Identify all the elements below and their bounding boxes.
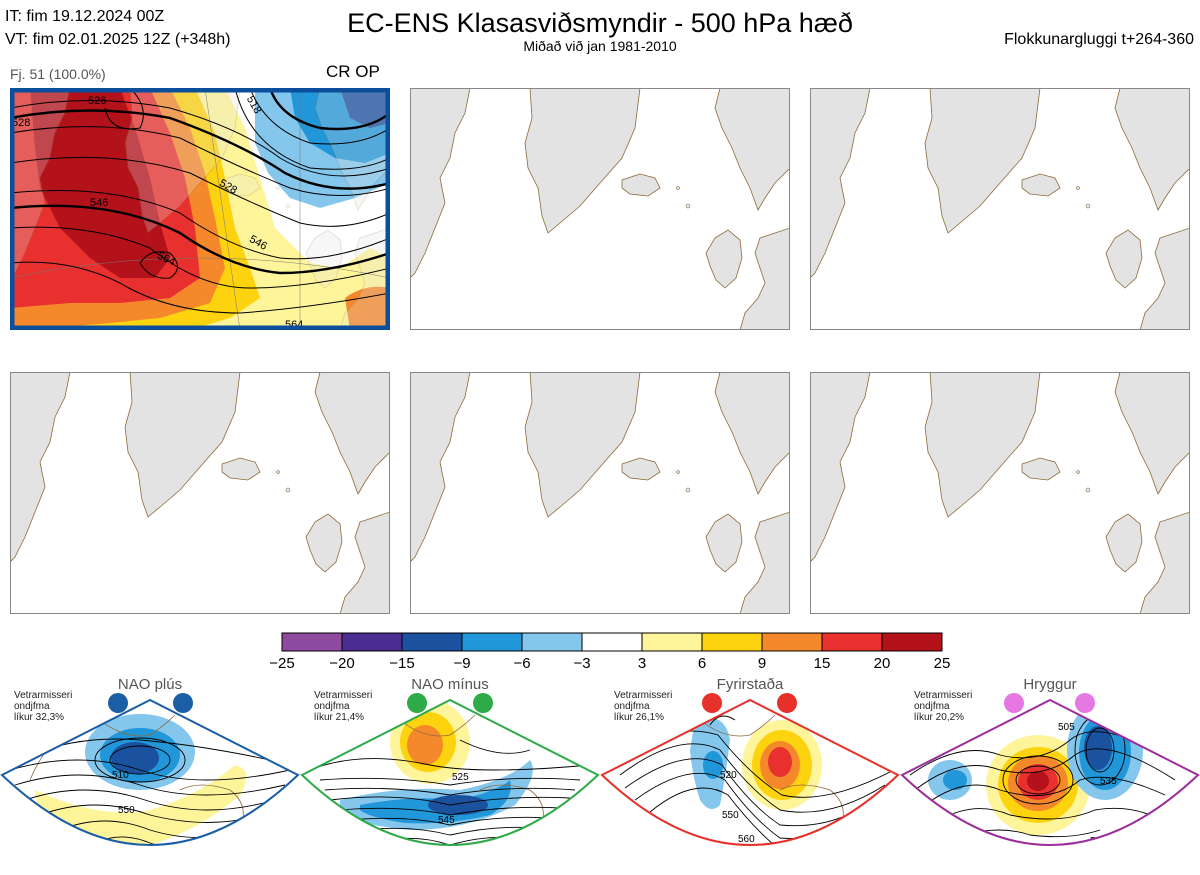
page-title: EC-ENS Klasasviðsmyndir - 500 hPa hæð	[347, 8, 853, 38]
regime-marker	[702, 693, 722, 713]
colorbar-cell	[521, 632, 583, 652]
regime-info: Vetrarmisseri ondjfma líkur 26,1%	[614, 690, 673, 723]
contour-label: 550	[722, 810, 739, 821]
regime-nao-plus: NAO plús Vetrarmisseri ondjfma líkur 32,…	[0, 676, 300, 870]
colorbar-cell	[461, 632, 523, 652]
contour-label: 564	[285, 319, 303, 330]
empty-panel-4	[10, 372, 390, 614]
regime-ridge: Hryggur Vetrarmisseri ondjfma líkur 20,2…	[900, 676, 1200, 870]
colorbar-tick-label: 20	[873, 655, 891, 672]
contour-label: 526	[88, 95, 106, 107]
colorbar-tick-label: −3	[573, 655, 591, 672]
empty-panel-6	[810, 372, 1190, 614]
colorbar-tick-label: 6	[697, 655, 707, 672]
regime-title: NAO plús	[117, 676, 183, 693]
regime-marker	[473, 693, 493, 713]
valid-time: VT: fim 02.01.2025 12Z (+348h)	[5, 31, 231, 48]
regime-title: NAO mínus	[411, 676, 489, 693]
contour-label: 525	[452, 772, 469, 783]
colorbar-tick-label: 3	[637, 655, 647, 672]
empty-panel-3	[810, 88, 1190, 330]
cluster-window: Flokkunargluggi t+264-360	[1004, 31, 1194, 48]
colorbar-cell	[401, 632, 463, 652]
regime-marker	[108, 693, 128, 713]
contour-label: 505	[1058, 722, 1075, 733]
regime-nao-minus: NAO mínus Vetrarmisseri ondjfma líkur 21…	[300, 676, 600, 870]
regime-title: Fyrirstaða	[716, 676, 784, 693]
contour-label: 510	[112, 770, 129, 781]
cluster-member-count: Fj. 51 (100.0%)	[10, 66, 106, 82]
colorbar-cell	[761, 632, 823, 652]
colorbar-cell	[341, 632, 403, 652]
contour-label: 560	[738, 834, 755, 845]
regime-info: Vetrarmisseri ondjfma líkur 21,4%	[314, 690, 373, 723]
colorbar-tick-label: −6	[513, 655, 531, 672]
empty-panel-2	[410, 88, 790, 330]
contour-label: 545	[438, 815, 455, 826]
empty-panel-5	[410, 372, 790, 614]
regime-info: Vetrarmisseri ondjfma líkur 20,2%	[914, 690, 973, 723]
contour-label: 550	[118, 805, 135, 816]
contour-label: 528	[12, 117, 30, 129]
colorbar-cell	[281, 632, 343, 652]
header-times: IT: fim 19.12.2024 00Z VT: fim 02.01.202…	[5, 5, 230, 51]
contour-label: 546	[90, 197, 108, 209]
contour-label: 535	[1100, 776, 1117, 787]
colorbar-tick-label: −20	[329, 655, 355, 672]
colorbar-cell	[881, 632, 943, 652]
regime-marker	[777, 693, 797, 713]
regime-marker	[1075, 693, 1095, 713]
colorbar-cell	[581, 632, 643, 652]
colorbar	[281, 632, 943, 652]
regime-marker	[407, 693, 427, 713]
regime-info: Vetrarmisseri ondjfma líkur 32,3%	[14, 690, 73, 723]
regime-blocking: Fyrirstaða Vetrarmisseri ondjfma líkur 2…	[600, 676, 900, 870]
colorbar-tick-label: 15	[813, 655, 831, 672]
colorbar-tick-label: −25	[269, 655, 295, 672]
page-subtitle: Miðað við jan 1981-2010	[523, 38, 677, 54]
colorbar-cell	[701, 632, 763, 652]
cluster-op-tag: CR OP	[326, 62, 380, 81]
regime-title: Hryggur	[1023, 676, 1077, 693]
colorbar-tick-label: 25	[933, 655, 951, 672]
colorbar-tick-label: 9	[757, 655, 767, 672]
colorbar-tick-label: −15	[389, 655, 415, 672]
contour-label: 520	[720, 770, 737, 781]
cluster-panel-1: 526 528 518 528 546 546 564 564	[10, 88, 390, 330]
colorbar-cell	[821, 632, 883, 652]
regime-marker	[173, 693, 193, 713]
initial-time: IT: fim 19.12.2024 00Z	[5, 8, 165, 25]
colorbar-cell	[641, 632, 703, 652]
contour-label: 565	[448, 850, 465, 861]
colorbar-tick-label: −9	[453, 655, 471, 672]
regime-marker	[1004, 693, 1024, 713]
